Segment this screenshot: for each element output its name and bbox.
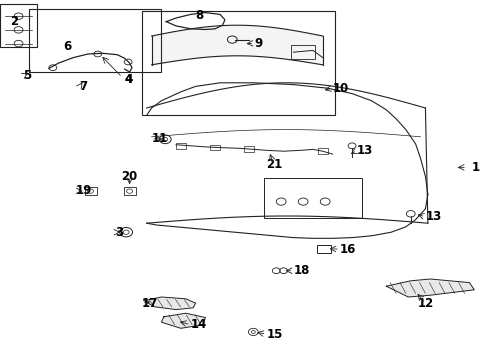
- Text: 14: 14: [190, 318, 206, 331]
- Bar: [210, 145, 220, 150]
- Text: 5: 5: [23, 69, 32, 82]
- Text: 9: 9: [254, 37, 262, 50]
- Bar: [142, 11, 334, 115]
- Bar: [264, 178, 361, 218]
- Bar: [244, 146, 254, 152]
- Text: 3: 3: [115, 226, 123, 239]
- Polygon shape: [144, 297, 195, 310]
- Text: 17: 17: [142, 297, 158, 310]
- Polygon shape: [161, 313, 205, 328]
- Text: 10: 10: [332, 82, 348, 95]
- Bar: [84, 187, 97, 195]
- Text: 13: 13: [425, 210, 441, 223]
- Text: 8: 8: [195, 9, 203, 22]
- Text: 12: 12: [416, 297, 433, 310]
- Bar: [123, 187, 136, 195]
- Text: 4: 4: [124, 73, 133, 86]
- Text: 4: 4: [124, 73, 133, 86]
- Text: 1: 1: [471, 161, 479, 174]
- Bar: [316, 245, 330, 253]
- Text: 19: 19: [76, 184, 92, 197]
- Bar: [176, 143, 185, 149]
- Text: 21: 21: [265, 158, 282, 171]
- Text: 20: 20: [121, 170, 138, 183]
- Text: 16: 16: [339, 243, 355, 256]
- Text: 2: 2: [10, 15, 18, 28]
- Polygon shape: [386, 279, 473, 297]
- Bar: [0, 4, 37, 47]
- Text: 15: 15: [266, 328, 282, 341]
- Text: 18: 18: [293, 264, 309, 277]
- Text: 7: 7: [80, 80, 88, 93]
- Bar: [290, 45, 315, 59]
- Text: 13: 13: [356, 144, 372, 157]
- Text: 6: 6: [63, 40, 72, 53]
- Bar: [29, 9, 161, 72]
- Bar: [317, 148, 327, 154]
- Text: 11: 11: [151, 132, 167, 145]
